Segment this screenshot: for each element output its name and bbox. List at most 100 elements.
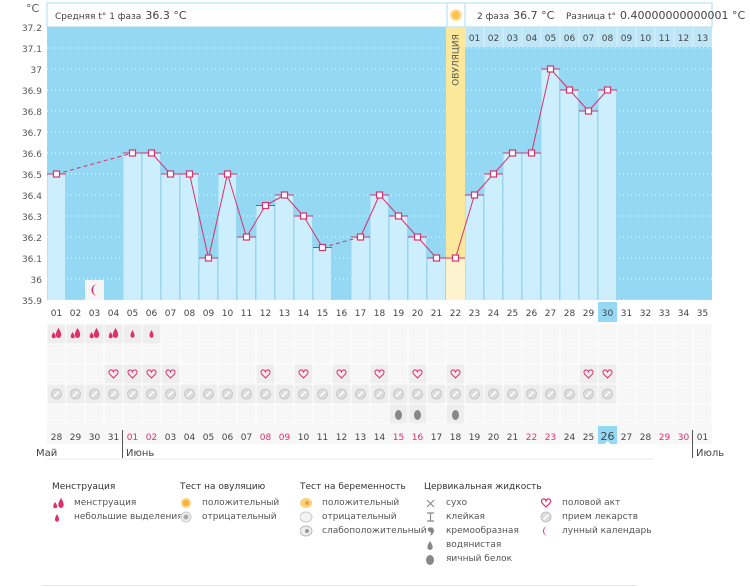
symptom-cell[interactable] bbox=[180, 344, 199, 364]
symptom-cell[interactable] bbox=[579, 324, 598, 344]
symptom-cell[interactable] bbox=[427, 364, 446, 384]
symptom-cell[interactable] bbox=[218, 324, 237, 344]
symptom-cell[interactable] bbox=[66, 364, 85, 384]
temperature-point[interactable] bbox=[261, 201, 270, 210]
symptom-cell[interactable] bbox=[218, 404, 237, 424]
symptom-cell[interactable] bbox=[294, 344, 313, 364]
symptom-cell[interactable] bbox=[598, 404, 617, 424]
symptom-cell[interactable] bbox=[674, 344, 693, 364]
temperature-point[interactable] bbox=[242, 233, 251, 241]
symptom-cell[interactable] bbox=[275, 364, 294, 384]
symptom-cell[interactable] bbox=[522, 324, 541, 344]
intercourse-cell[interactable] bbox=[161, 364, 180, 384]
symptom-cell[interactable] bbox=[218, 364, 237, 384]
temperature-point[interactable] bbox=[584, 107, 593, 115]
symptom-cell[interactable] bbox=[294, 404, 313, 424]
symptom-cell[interactable] bbox=[332, 404, 351, 424]
symptom-cell[interactable] bbox=[484, 364, 503, 384]
symptom-cell[interactable] bbox=[275, 404, 294, 424]
symptom-cell[interactable] bbox=[180, 364, 199, 384]
symptom-cell[interactable] bbox=[313, 404, 332, 424]
symptom-cell[interactable] bbox=[85, 404, 104, 424]
symptom-cell[interactable] bbox=[693, 384, 712, 404]
symptom-cell[interactable] bbox=[104, 404, 123, 424]
symptom-cell[interactable] bbox=[503, 324, 522, 344]
temperature-point[interactable] bbox=[166, 170, 175, 178]
symptom-cell[interactable] bbox=[617, 384, 636, 404]
intercourse-cell[interactable] bbox=[598, 364, 617, 384]
intercourse-cell[interactable] bbox=[408, 364, 427, 384]
symptom-cell[interactable] bbox=[522, 364, 541, 384]
symptom-cell[interactable] bbox=[541, 364, 560, 384]
symptom-cell[interactable] bbox=[275, 324, 294, 344]
symptom-cell[interactable] bbox=[218, 344, 237, 364]
symptom-cell[interactable] bbox=[199, 364, 218, 384]
symptom-cell[interactable] bbox=[142, 404, 161, 424]
symptom-cell[interactable] bbox=[579, 404, 598, 424]
symptom-cell[interactable] bbox=[655, 384, 674, 404]
temperature-point[interactable] bbox=[565, 86, 574, 94]
symptom-cell[interactable] bbox=[636, 384, 655, 404]
temperature-point[interactable] bbox=[527, 149, 536, 157]
symptom-cell[interactable] bbox=[674, 324, 693, 344]
symptom-cell[interactable] bbox=[598, 324, 617, 344]
symptom-cell[interactable] bbox=[351, 364, 370, 384]
symptom-cell[interactable] bbox=[313, 324, 332, 344]
symptom-cell[interactable] bbox=[142, 344, 161, 364]
temperature-point[interactable] bbox=[128, 149, 137, 157]
symptom-cell[interactable] bbox=[446, 344, 465, 364]
symptom-cell[interactable] bbox=[693, 324, 712, 344]
temperature-point[interactable] bbox=[147, 149, 156, 157]
symptom-cell[interactable] bbox=[161, 404, 180, 424]
symptom-cell[interactable] bbox=[465, 324, 484, 344]
symptom-cell[interactable] bbox=[370, 404, 389, 424]
symptom-cell[interactable] bbox=[617, 364, 636, 384]
symptom-cell[interactable] bbox=[199, 344, 218, 364]
symptom-cell[interactable] bbox=[655, 364, 674, 384]
symptom-cell[interactable] bbox=[503, 364, 522, 384]
intercourse-cell[interactable] bbox=[446, 364, 465, 384]
symptom-cell[interactable] bbox=[199, 404, 218, 424]
symptom-cell[interactable] bbox=[655, 344, 674, 364]
symptom-cell[interactable] bbox=[237, 404, 256, 424]
temperature-point[interactable] bbox=[299, 212, 308, 220]
symptom-cell[interactable] bbox=[313, 344, 332, 364]
symptom-cell[interactable] bbox=[579, 344, 598, 364]
symptom-cell[interactable] bbox=[237, 324, 256, 344]
symptom-cell[interactable] bbox=[123, 404, 142, 424]
symptom-cell[interactable] bbox=[389, 364, 408, 384]
temperature-point[interactable] bbox=[375, 191, 384, 199]
symptom-cell[interactable] bbox=[256, 344, 275, 364]
temperature-point[interactable] bbox=[318, 243, 327, 252]
symptom-cell[interactable] bbox=[693, 404, 712, 424]
symptom-cell[interactable] bbox=[465, 404, 484, 424]
symptom-cell[interactable] bbox=[408, 324, 427, 344]
symptom-cell[interactable] bbox=[617, 404, 636, 424]
symptom-cell[interactable] bbox=[427, 324, 446, 344]
intercourse-cell[interactable] bbox=[579, 364, 598, 384]
symptom-cell[interactable] bbox=[294, 324, 313, 344]
symptom-cell[interactable] bbox=[560, 364, 579, 384]
symptom-cell[interactable] bbox=[427, 344, 446, 364]
symptom-cell[interactable] bbox=[66, 404, 85, 424]
symptom-cell[interactable] bbox=[237, 344, 256, 364]
symptom-cell[interactable] bbox=[332, 344, 351, 364]
symptom-cell[interactable] bbox=[674, 364, 693, 384]
symptom-cell[interactable] bbox=[408, 344, 427, 364]
symptom-cell[interactable] bbox=[655, 404, 674, 424]
symptom-cell[interactable] bbox=[636, 344, 655, 364]
symptom-cell[interactable] bbox=[237, 364, 256, 384]
symptom-cell[interactable] bbox=[484, 404, 503, 424]
symptom-cell[interactable] bbox=[503, 344, 522, 364]
symptom-cell[interactable] bbox=[465, 364, 484, 384]
symptom-cell[interactable] bbox=[446, 324, 465, 344]
symptom-cell[interactable] bbox=[655, 324, 674, 344]
temperature-point[interactable] bbox=[394, 212, 403, 220]
intercourse-cell[interactable] bbox=[256, 364, 275, 384]
symptom-cell[interactable] bbox=[636, 364, 655, 384]
symptom-cell[interactable] bbox=[693, 344, 712, 364]
symptom-cell[interactable] bbox=[256, 404, 275, 424]
symptom-cell[interactable] bbox=[522, 344, 541, 364]
intercourse-cell[interactable] bbox=[104, 364, 123, 384]
symptom-cell[interactable] bbox=[636, 404, 655, 424]
